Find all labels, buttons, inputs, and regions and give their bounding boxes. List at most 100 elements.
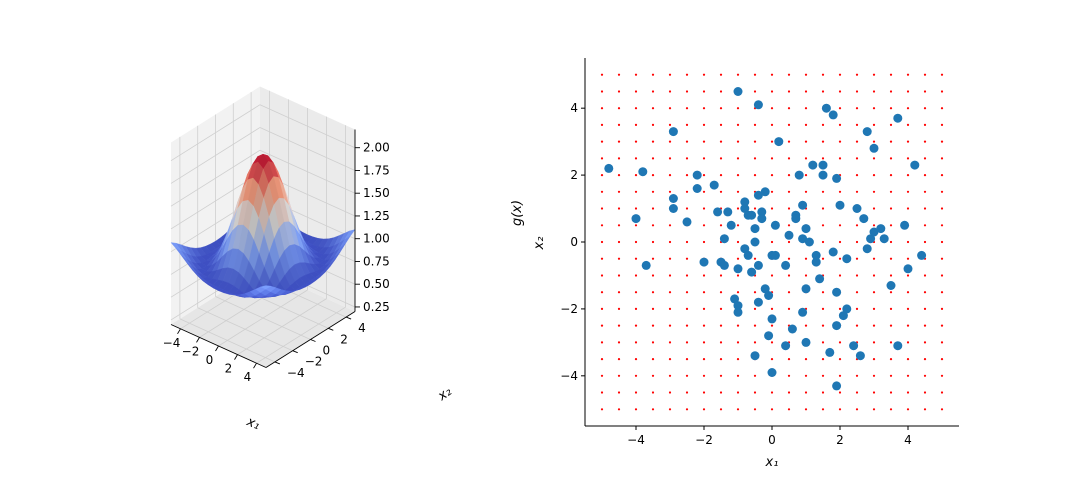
grid-dot	[889, 73, 893, 76]
grid-dot	[940, 341, 944, 344]
scatter-point	[886, 281, 896, 290]
grid-dot	[906, 240, 910, 244]
scatter-point	[811, 250, 821, 260]
grid-dot	[617, 107, 621, 110]
grid-dot	[855, 291, 859, 294]
grid-dot	[685, 140, 689, 143]
grid-dot	[736, 358, 740, 361]
grid-dot	[736, 157, 740, 160]
scatter-point	[893, 341, 903, 351]
scatter-point	[709, 180, 719, 190]
grid-dot	[600, 207, 604, 210]
grid-dot	[719, 140, 723, 143]
grid-dot	[736, 240, 740, 244]
grid-dot	[906, 207, 910, 210]
grid-dot	[753, 140, 757, 143]
grid-dot	[855, 324, 859, 327]
grid-dot	[940, 207, 944, 210]
x-tick-mark-3d	[196, 337, 200, 343]
grid-dot	[651, 274, 655, 277]
scatter-point	[733, 87, 743, 96]
grid-dot	[617, 408, 621, 411]
grid-dot	[940, 307, 944, 310]
y-axis-label: x₂	[532, 237, 547, 251]
scatter-point	[730, 294, 740, 304]
scatter-point	[770, 250, 780, 260]
scatter-point	[723, 207, 733, 217]
grid-dot	[753, 307, 757, 310]
grid-dot	[906, 324, 910, 327]
grid-dot	[923, 358, 927, 361]
grid-dot	[906, 174, 910, 177]
grid-dot	[634, 408, 638, 411]
grid-dot	[838, 358, 842, 361]
grid-dot	[838, 408, 842, 411]
scatter-point	[862, 127, 872, 137]
grid-dot	[651, 240, 655, 244]
grid-dot	[838, 157, 842, 160]
z-tick-label-3d: 1.75	[363, 163, 390, 177]
grid-dot	[838, 374, 842, 377]
grid-dot	[787, 291, 791, 294]
scatter-point	[713, 207, 723, 217]
grid-dot	[719, 291, 723, 294]
grid-dot	[600, 324, 604, 327]
grid-dot	[770, 358, 774, 361]
scatter-point	[757, 214, 767, 224]
grid-dot	[804, 157, 808, 160]
grid-dot	[600, 140, 604, 143]
scatter-point	[753, 260, 763, 270]
grid-dot	[923, 341, 927, 344]
grid-dot	[855, 90, 859, 93]
grid-dot	[838, 391, 842, 394]
z-tick-label-3d: 1.25	[363, 209, 390, 223]
x-tick-label-3d: −2	[182, 344, 200, 358]
grid-dot	[617, 324, 621, 327]
grid-dot	[617, 90, 621, 93]
scatter-point	[808, 160, 818, 170]
grid-dot	[855, 73, 859, 76]
y-tick-label: −2	[560, 302, 578, 316]
grid-dot	[838, 307, 842, 310]
grid-line-back-z	[259, 104, 356, 149]
scatter-point	[726, 220, 736, 230]
grid-dot	[940, 374, 944, 377]
grid-dot	[685, 341, 689, 344]
scatter-point	[692, 184, 702, 193]
grid-dot	[770, 140, 774, 143]
grid-line-back-z	[259, 149, 356, 194]
scatter-point	[828, 110, 838, 120]
grid-dot	[787, 107, 791, 110]
y-tick-label-3d: 0	[323, 344, 331, 358]
grid-dot	[940, 190, 944, 193]
grid-dot	[923, 307, 927, 310]
scatter-point	[760, 284, 770, 294]
y-tick-label: 0	[570, 235, 578, 249]
grid-dot	[668, 374, 672, 377]
grid-dot	[651, 73, 655, 76]
scatter-point	[743, 250, 753, 260]
grid-dot	[651, 157, 655, 160]
grid-dot	[770, 90, 774, 93]
scatter-point	[798, 307, 808, 317]
grid-dot	[685, 190, 689, 193]
scatter-point	[733, 301, 743, 311]
grid-dot	[889, 358, 893, 361]
x-tick-mark-3d	[215, 345, 219, 352]
grid-dot	[770, 408, 774, 411]
grid-dot	[600, 157, 604, 160]
x-tick-label-3d: 0	[206, 353, 214, 367]
grid-dot	[889, 123, 893, 126]
grid-dot	[889, 140, 893, 143]
scatter-point	[719, 234, 729, 244]
scatter-point	[692, 170, 702, 180]
scatter-point	[842, 254, 852, 264]
grid-dot	[872, 90, 876, 93]
grid-dot	[872, 207, 876, 210]
grid-dot	[923, 324, 927, 327]
grid-dot	[906, 341, 910, 344]
scatter-point	[753, 100, 763, 110]
grid-dot	[617, 207, 621, 210]
grid-dot	[855, 374, 859, 377]
grid-dot	[634, 358, 638, 361]
